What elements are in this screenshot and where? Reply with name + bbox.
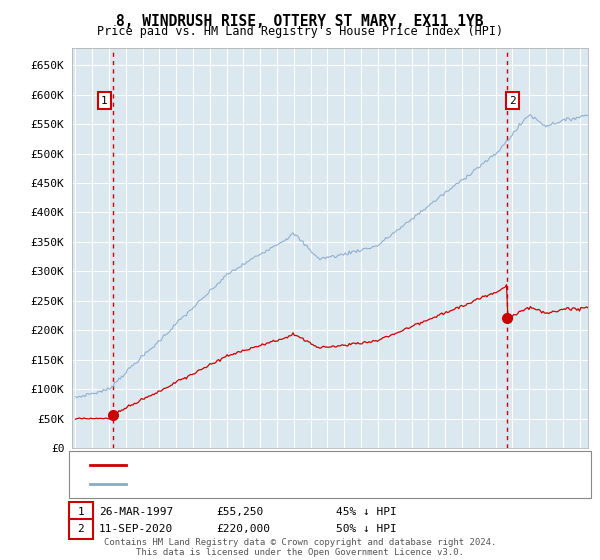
Text: 2: 2 [509,96,516,106]
Text: 45% ↓ HPI: 45% ↓ HPI [336,507,397,517]
Text: £55,250: £55,250 [216,507,263,517]
Text: 2: 2 [77,524,85,534]
Text: HPI: Average price, detached house, East Devon: HPI: Average price, detached house, East… [132,479,419,489]
Text: 11-SEP-2020: 11-SEP-2020 [99,524,173,534]
Text: 8, WINDRUSH RISE, OTTERY ST MARY, EX11 1YB: 8, WINDRUSH RISE, OTTERY ST MARY, EX11 1… [116,14,484,29]
Text: 26-MAR-1997: 26-MAR-1997 [99,507,173,517]
Text: Contains HM Land Registry data © Crown copyright and database right 2024.
This d: Contains HM Land Registry data © Crown c… [104,538,496,557]
Text: 50% ↓ HPI: 50% ↓ HPI [336,524,397,534]
Text: £220,000: £220,000 [216,524,270,534]
Text: 1: 1 [101,96,107,106]
Text: 8, WINDRUSH RISE, OTTERY ST MARY, EX11 1YB (detached house): 8, WINDRUSH RISE, OTTERY ST MARY, EX11 1… [132,460,501,470]
Text: 1: 1 [77,507,85,517]
Text: Price paid vs. HM Land Registry's House Price Index (HPI): Price paid vs. HM Land Registry's House … [97,25,503,38]
